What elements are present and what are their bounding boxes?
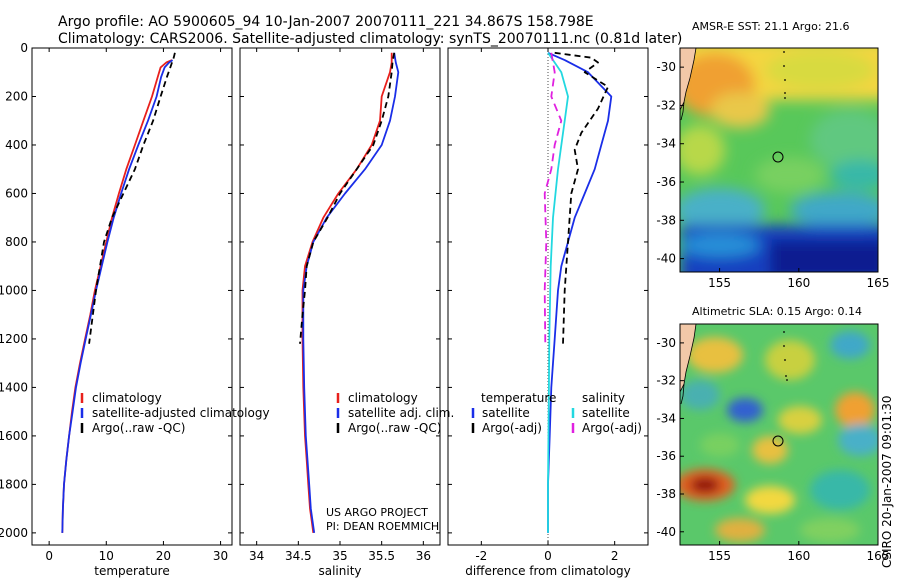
sla-map: [680, 324, 878, 545]
x-tick-label: 0: [45, 549, 53, 563]
credit-line-2: PI: DEAN ROEMMICH: [326, 520, 440, 533]
map-y-tick-label: -34: [656, 411, 676, 425]
map-y-tick-label: -40: [656, 525, 676, 539]
legend: temperature salinitysatelliteArgo(-adj)sa…: [471, 391, 642, 435]
series-line-satellite-adjusted-climatology: [61, 59, 174, 533]
sst-map: [680, 48, 878, 272]
sla-map-track-dots: [783, 331, 788, 381]
series-line-climatology: [301, 52, 393, 534]
legend-label: satellite: [582, 406, 630, 420]
x-tick-label: 36: [416, 549, 431, 563]
legend-header-salinity: salinity: [582, 391, 625, 405]
x-tick-label: 35: [332, 549, 347, 563]
x-tick-label: 0: [544, 549, 552, 563]
x-tick-label: 34: [249, 549, 264, 563]
sst-map-axes: 155 160 165 -30 -32 -34 -36 -38 -40: [656, 60, 889, 290]
series-line-argo-raw-qc-: [299, 52, 396, 344]
map-y-tick-label: -30: [656, 336, 676, 350]
y-tick-label: 1800: [0, 477, 28, 491]
map-x-tick-label: 165: [867, 549, 890, 563]
legend-label: climatology: [92, 391, 162, 405]
legend-label: climatology: [348, 391, 418, 405]
series-line-satellite-adj-clim-: [302, 52, 400, 534]
y-tick-label: 400: [5, 138, 28, 152]
sst-map-argo-marker: [772, 151, 784, 163]
y-tick-label: 2000: [0, 526, 28, 540]
series-line-climatology: [61, 59, 173, 533]
map-x-tick-label: 165: [867, 276, 890, 290]
x-tick-label: 2: [611, 549, 619, 563]
sla-map-frame: [679, 323, 879, 546]
map-x-tick-label: 160: [787, 276, 810, 290]
x-tick-label: 20: [156, 549, 171, 563]
credit-line-1: US ARGO PROJECT: [326, 506, 428, 519]
series-line-temperature-satellite: [547, 51, 613, 533]
y-tick-label: 600: [5, 186, 28, 200]
map-x-tick-label: 155: [708, 549, 731, 563]
y-tick-label: 1000: [0, 283, 28, 297]
sla-map-axes: 155 160 165 -30 -32 -34 -36 -38 -40: [656, 336, 889, 563]
map-y-tick-label: -30: [656, 60, 676, 74]
legend-label: Argo(-adj): [582, 421, 642, 435]
series-line-salinity-argo-adj-: [543, 52, 563, 344]
sst-map-frame: [679, 47, 879, 273]
sla-map-argo-marker: [772, 435, 784, 447]
profile-panel-1: 0 10 20 30 temperature 0 200 400 600 800 1000 1200 1…: [0, 41, 270, 578]
map-y-tick-label: -38: [656, 213, 676, 227]
map-y-tick-label: -34: [656, 137, 676, 151]
map-x-tick-label: 160: [787, 549, 810, 563]
x-axis-label: temperature: [94, 564, 169, 578]
panel-frame: [31, 47, 233, 546]
y-tick-label: 1200: [0, 332, 28, 346]
profile-title: Argo profile: AO 5900605_94 10-Jan-2007 …: [58, 14, 594, 30]
y-tick-label: 200: [5, 89, 28, 103]
legend-header-temperature: temperature: [481, 391, 556, 405]
profile-panel-2: 34 34.5 35 35.5 36 salinity climatologysatelli…: [239, 47, 454, 578]
legend-label: satellite adj. clim.: [348, 406, 454, 420]
panel-frame: [239, 47, 441, 546]
map-y-tick-label: -36: [656, 175, 676, 189]
sst-map-title: AMSR-E SST: 21.1 Argo: 21.6: [692, 20, 850, 33]
x-tick-label: 10: [99, 549, 114, 563]
y-tick-label: 800: [5, 235, 28, 249]
y-tick-label: 1600: [0, 429, 28, 443]
x-tick-label: -2: [475, 549, 487, 563]
y-tick-label: 0: [20, 41, 28, 55]
legend-label: Argo(..raw -QC): [348, 421, 441, 435]
map-y-tick-label: -36: [656, 449, 676, 463]
series-line-salinity-satellite: [547, 52, 569, 533]
x-axis-label: salinity: [318, 564, 361, 578]
x-tick-label: 30: [213, 549, 228, 563]
legend-label: satellite: [482, 406, 530, 420]
x-tick-label: 35.5: [368, 549, 395, 563]
map-y-tick-label: -32: [656, 98, 676, 112]
x-axis-label: difference from climatology: [465, 564, 631, 578]
y-tick-label: 1400: [0, 380, 28, 394]
sst-map-track-dots: [783, 51, 786, 99]
x-tick-label: 34.5: [285, 549, 312, 563]
map-x-tick-label: 155: [708, 276, 731, 290]
legend-label: Argo(-adj): [482, 421, 542, 435]
map-y-tick-label: -38: [656, 487, 676, 501]
credit-block: US ARGO PROJECT PI: DEAN ROEMMICH: [326, 506, 439, 534]
profile-panels: 0 10 20 30temperature0200400600800100012001…: [0, 41, 649, 578]
map-y-tick-label: -40: [656, 252, 676, 266]
legend-label: satellite-adjusted climatology: [92, 406, 270, 420]
sla-map-title: Altimetric SLA: 0.15 Argo: 0.14: [692, 305, 863, 318]
map-y-tick-label: -32: [656, 374, 676, 388]
series-line-temperature-argo-adj-: [554, 51, 609, 344]
legend-label: Argo(..raw -QC): [92, 421, 185, 435]
series-line-argo-raw-qc-: [88, 52, 176, 344]
climatology-title: Climatology: CARS2006. Satellite-adjuste…: [58, 31, 683, 47]
